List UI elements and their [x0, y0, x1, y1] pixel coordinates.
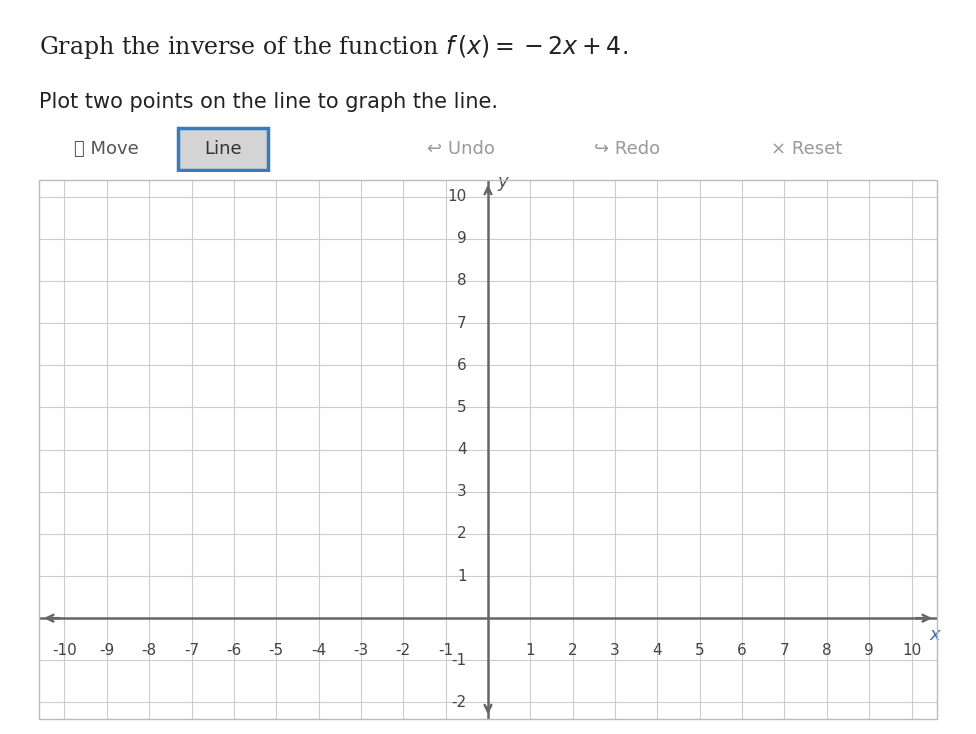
Text: 7: 7 [780, 644, 790, 658]
Text: 2: 2 [568, 644, 578, 658]
Text: 9: 9 [865, 644, 874, 658]
Text: 5: 5 [457, 400, 467, 415]
Text: -1: -1 [452, 653, 467, 668]
Text: -8: -8 [142, 644, 157, 658]
Text: 5: 5 [695, 644, 705, 658]
Text: 6: 6 [737, 644, 747, 658]
Text: x: x [929, 626, 940, 644]
Text: -9: -9 [100, 644, 114, 658]
FancyBboxPatch shape [179, 128, 268, 170]
Text: 8: 8 [822, 644, 832, 658]
Text: 4: 4 [457, 442, 467, 457]
Text: Graph the inverse of the function $f\,(x) = -2x + 4.$: Graph the inverse of the function $f\,(x… [39, 33, 628, 61]
Text: 1: 1 [525, 644, 535, 658]
Text: Line: Line [204, 139, 242, 158]
Text: ⥆ Move: ⥆ Move [74, 139, 139, 158]
Text: -6: -6 [226, 644, 241, 658]
Text: ↩ Undo: ↩ Undo [427, 139, 495, 158]
Text: -10: -10 [52, 644, 77, 658]
Text: 1: 1 [457, 569, 467, 584]
Text: ↪ Redo: ↪ Redo [594, 139, 660, 158]
Text: -1: -1 [438, 644, 453, 658]
Text: 3: 3 [610, 644, 620, 658]
Text: 7: 7 [457, 316, 467, 330]
Text: -2: -2 [395, 644, 411, 658]
Text: -5: -5 [268, 644, 284, 658]
Text: 10: 10 [902, 644, 921, 658]
Text: 4: 4 [653, 644, 663, 658]
Text: y: y [498, 173, 508, 191]
Text: 3: 3 [457, 484, 467, 499]
Text: -4: -4 [311, 644, 326, 658]
Text: Plot two points on the line to graph the line.: Plot two points on the line to graph the… [39, 92, 498, 112]
Text: -3: -3 [353, 644, 369, 658]
Text: 6: 6 [457, 357, 467, 373]
Text: 10: 10 [448, 189, 467, 204]
Text: × Reset: × Reset [771, 139, 842, 158]
Text: 2: 2 [457, 526, 467, 542]
Text: 9: 9 [457, 231, 467, 247]
Text: -7: -7 [183, 644, 199, 658]
Text: -2: -2 [452, 695, 467, 710]
Text: 8: 8 [457, 274, 467, 288]
